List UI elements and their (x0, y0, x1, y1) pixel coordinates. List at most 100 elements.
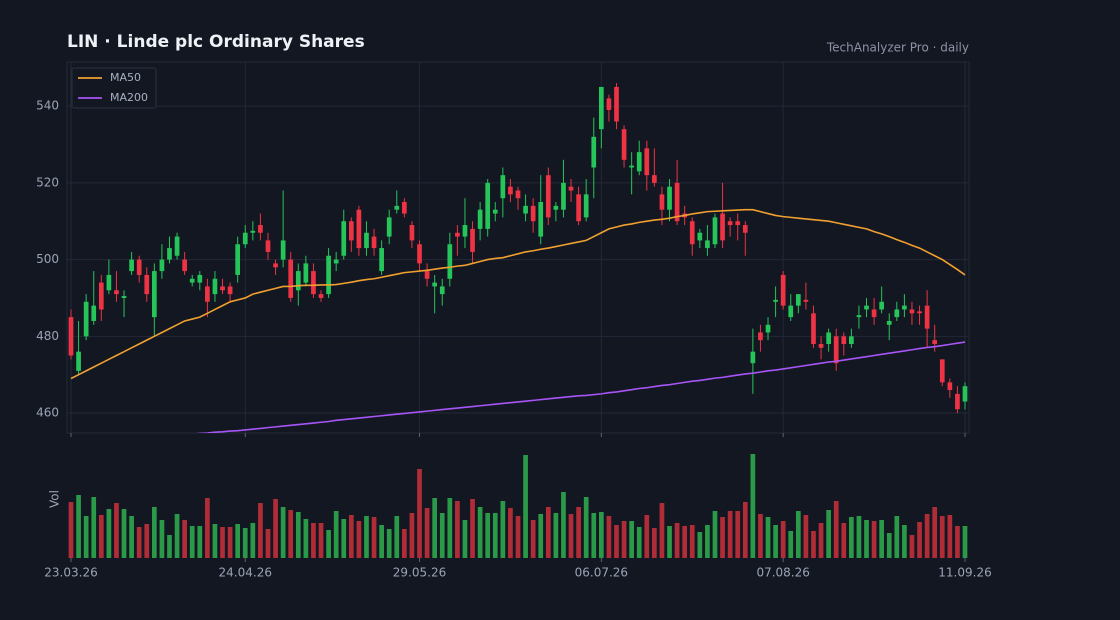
candle-body (508, 186, 513, 195)
volume-bar (379, 525, 384, 558)
candle-body (364, 232, 369, 249)
candle-body (568, 186, 574, 191)
candle-body (583, 194, 589, 218)
volume-bar (568, 514, 574, 558)
volume-bar (795, 511, 801, 558)
candle-body (614, 86, 619, 122)
volume-bar (409, 513, 415, 558)
volume-bar (311, 523, 316, 558)
volume-bar (129, 516, 134, 558)
candle-body (212, 278, 218, 295)
volume-bar (205, 498, 210, 558)
candle-body (129, 259, 134, 272)
volume-bar (598, 512, 604, 558)
candle-body (371, 236, 377, 249)
volume-bar (295, 512, 301, 558)
candle-body (803, 299, 809, 302)
candle-body (697, 232, 703, 241)
volume-bar (742, 502, 748, 558)
candle-body (561, 182, 566, 210)
candle-body (538, 202, 544, 237)
volume-bar (258, 503, 263, 558)
x-tick-label: 07.08.26 (756, 566, 809, 580)
candle-body (856, 315, 862, 318)
candle-body (379, 248, 384, 272)
candle-body (492, 209, 498, 214)
candle-body (727, 221, 733, 226)
candle-body (356, 209, 362, 249)
candle-body (515, 190, 521, 199)
candle-body (174, 236, 180, 256)
volume-bar (417, 469, 422, 558)
volume-axis-label: Vol (48, 490, 62, 508)
volume-bar (833, 501, 839, 558)
volume-bar (242, 528, 248, 558)
candle-body (106, 274, 112, 291)
volume-bar (849, 517, 854, 558)
volume-bar (667, 526, 672, 558)
candle-body (326, 255, 331, 295)
volume-bar (151, 507, 157, 558)
volume-bar (727, 511, 733, 558)
volume-bar (773, 525, 778, 558)
volume-bar (98, 515, 104, 558)
volume-bar (212, 524, 218, 558)
volume-bar (477, 507, 483, 558)
volume-bar (500, 501, 506, 558)
volume-bar (932, 507, 938, 558)
candle-body (553, 205, 559, 210)
volume-bar (280, 507, 286, 558)
x-tick-label: 29.05.26 (393, 566, 446, 580)
volume-bar (879, 520, 885, 558)
candle-body (735, 221, 741, 226)
candle-body (659, 194, 665, 210)
volume-bar (803, 515, 809, 558)
candle-body (235, 244, 241, 275)
candle-body (894, 309, 900, 318)
volume-bar (947, 515, 953, 558)
candle-body (886, 320, 892, 325)
volume-bar (955, 526, 960, 558)
candle-body (485, 182, 491, 229)
volume-bar (856, 516, 862, 558)
candle-body (348, 221, 354, 241)
candle-body (265, 240, 271, 252)
volume-bar (348, 515, 354, 558)
candle-body (295, 271, 301, 291)
volume-bar (841, 523, 847, 558)
candle-body (121, 296, 127, 298)
volume-bar (227, 527, 233, 558)
candle-body (182, 259, 187, 272)
candle-body (788, 305, 794, 318)
candle-body (712, 217, 718, 245)
candle-body (864, 305, 869, 310)
candle-body (409, 225, 415, 241)
candle-body (189, 278, 195, 283)
volume-bar (871, 521, 877, 558)
candle-body (705, 240, 710, 249)
candle-body (470, 228, 475, 252)
candle-body (288, 259, 294, 298)
candle-body (841, 336, 847, 344)
candle-body (909, 309, 915, 314)
candle-body (455, 232, 460, 237)
chart-title: LIN · Linde plc Ordinary Shares (67, 32, 365, 52)
volume-bar (614, 525, 619, 558)
candle-body (629, 165, 634, 168)
volume-bar (765, 517, 771, 558)
volume-bar (962, 526, 968, 558)
candle-body (68, 317, 74, 356)
legend-label: MA50 (110, 71, 141, 84)
volume-bar (735, 511, 741, 558)
x-tick-label: 24.04.26 (219, 566, 272, 580)
volume-bar (333, 511, 339, 558)
candle-body (242, 232, 248, 245)
volume-bar (545, 507, 551, 558)
y-tick-label: 500 (36, 252, 59, 266)
volume-bar (470, 499, 475, 558)
volume-bar (83, 516, 89, 558)
volume-bar (167, 535, 172, 558)
candle-body (83, 301, 89, 337)
candle-body (530, 205, 536, 222)
candle-body (811, 313, 816, 344)
